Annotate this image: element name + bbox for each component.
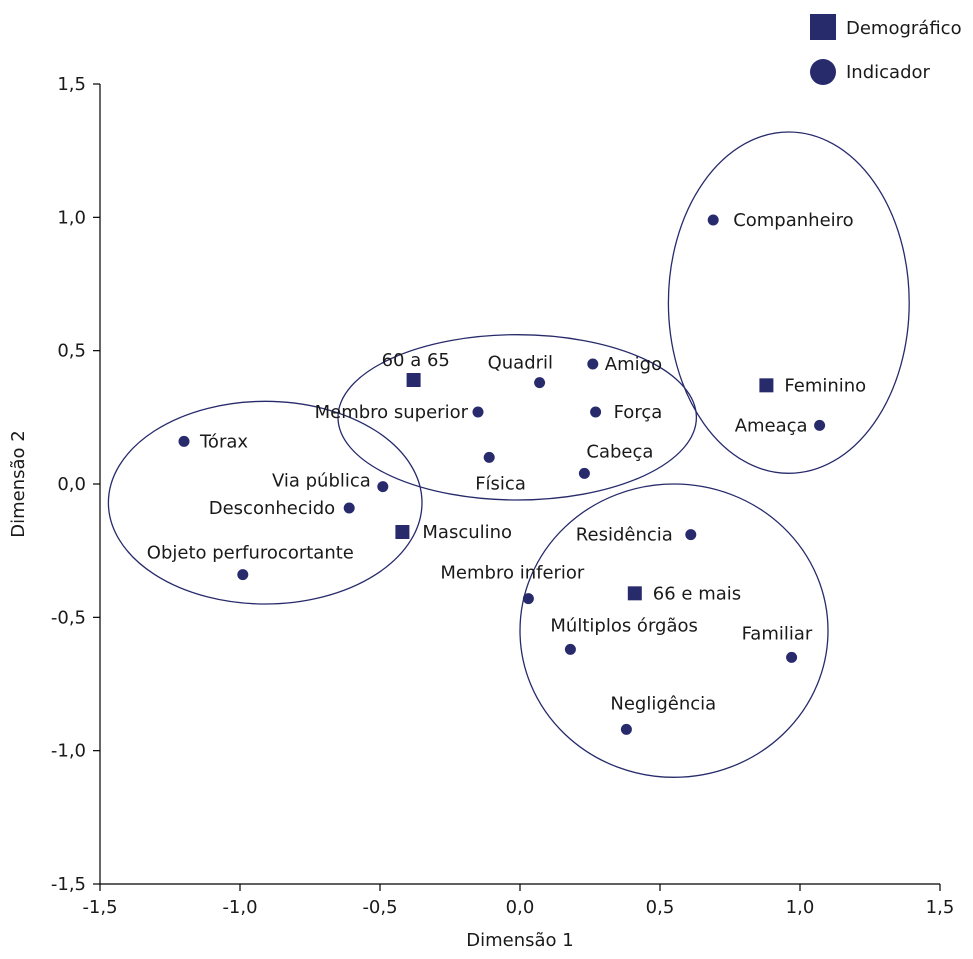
cluster-ellipse — [667, 131, 910, 474]
point-label-torax: Tórax — [199, 431, 248, 452]
legend-circle-marker — [810, 59, 836, 85]
legend: Demográfico Indicador — [810, 14, 962, 85]
x-tick-label: 0,0 — [506, 897, 535, 918]
point-marker-companheiro — [707, 214, 719, 226]
point-marker-fisica — [483, 451, 495, 463]
y-tick-label: 1,5 — [57, 74, 86, 95]
point-label-66-e-mais: 66 e mais — [653, 583, 741, 604]
legend-label-indicador: Indicador — [846, 62, 931, 83]
x-tick-label: 0,5 — [646, 897, 675, 918]
axis-ticks: -1,5 -1,0 -0,5 0,0 0,5 1,0 1,5 -1,5 -1,0 -0,5 0,0 0… — [51, 74, 954, 918]
point-label-desconhecido: Desconhecido — [209, 498, 335, 519]
point-marker-66-e-mais — [627, 586, 642, 601]
point-label-residencia: Residência — [576, 525, 673, 546]
point-label-cabeca: Cabeça — [586, 441, 653, 462]
point-label-masculino: Masculino — [422, 522, 512, 543]
x-tick-label: -1,0 — [222, 897, 257, 918]
x-tick-label: -0,5 — [362, 897, 397, 918]
y-tick-label: 0,0 — [57, 474, 86, 495]
point-marker-membro-inferior — [522, 593, 534, 605]
y-tick-label: -1,0 — [51, 741, 86, 762]
legend-square-marker — [810, 14, 836, 40]
point-marker-residencia — [685, 529, 697, 541]
point-label-membro-inferior: Membro inferior — [440, 563, 585, 584]
point-marker-amigo — [587, 358, 599, 370]
y-tick-label: 0,5 — [57, 341, 86, 362]
point-label-quadril: Quadril — [488, 353, 553, 374]
point-label-ameaca: Ameaça — [735, 415, 808, 436]
point-label-companheiro: Companheiro — [733, 210, 853, 231]
cluster-ellipse — [107, 400, 423, 605]
data-points: 60 a 65 Masculino Feminino 66 e mais Companh… — [147, 210, 866, 735]
point-marker-membro-superior — [472, 406, 484, 418]
point-label-60-a-65: 60 a 65 — [382, 350, 450, 371]
x-axis-title: Dimensão 1 — [466, 930, 573, 951]
point-marker-via-publica — [377, 481, 389, 493]
point-marker-familiar — [786, 651, 798, 663]
point-marker-feminino — [759, 378, 774, 393]
point-marker-objeto-perfurocortante — [237, 569, 249, 581]
point-marker-ameaca — [814, 419, 826, 431]
y-tick-label: -1,5 — [51, 874, 86, 895]
point-marker-quadril — [534, 377, 546, 389]
point-marker-60-a-65 — [406, 373, 421, 387]
x-tick-label: 1,0 — [786, 897, 815, 918]
y-tick-label: -0,5 — [51, 607, 86, 628]
point-marker-multiplos-orgaos — [564, 643, 576, 655]
y-tick-label: 1,0 — [57, 207, 86, 228]
x-tick-label: 1,5 — [926, 897, 955, 918]
x-tick-label: -1,5 — [82, 897, 117, 918]
point-label-via-publica: Via pública — [272, 471, 371, 492]
point-marker-forca — [590, 406, 602, 418]
point-label-fisica: Física — [475, 473, 526, 494]
point-label-familiar: Familiar — [742, 623, 813, 644]
point-marker-torax — [178, 435, 190, 447]
point-marker-desconhecido — [343, 502, 355, 514]
point-label-multiplos-orgaos: Múltiplos órgãos — [550, 615, 697, 636]
point-label-feminino: Feminino — [784, 375, 866, 396]
cluster-ellipse — [519, 483, 829, 778]
y-axis-title: Dimensão 2 — [8, 430, 29, 537]
point-label-amigo: Amigo — [605, 354, 662, 375]
point-label-membro-superior: Membro superior — [315, 402, 469, 423]
legend-label-demografico: Demográfico — [846, 18, 962, 39]
cluster-ellipse — [337, 334, 698, 501]
point-marker-masculino — [395, 525, 410, 539]
point-marker-cabeca — [578, 467, 590, 479]
point-label-forca: Força — [614, 402, 663, 423]
cluster-ellipses — [107, 131, 910, 778]
point-label-objeto-perfurocortante: Objeto perfurocortante — [147, 543, 354, 564]
point-label-negligencia: Negligência — [610, 693, 716, 714]
point-marker-negligencia — [620, 723, 632, 735]
